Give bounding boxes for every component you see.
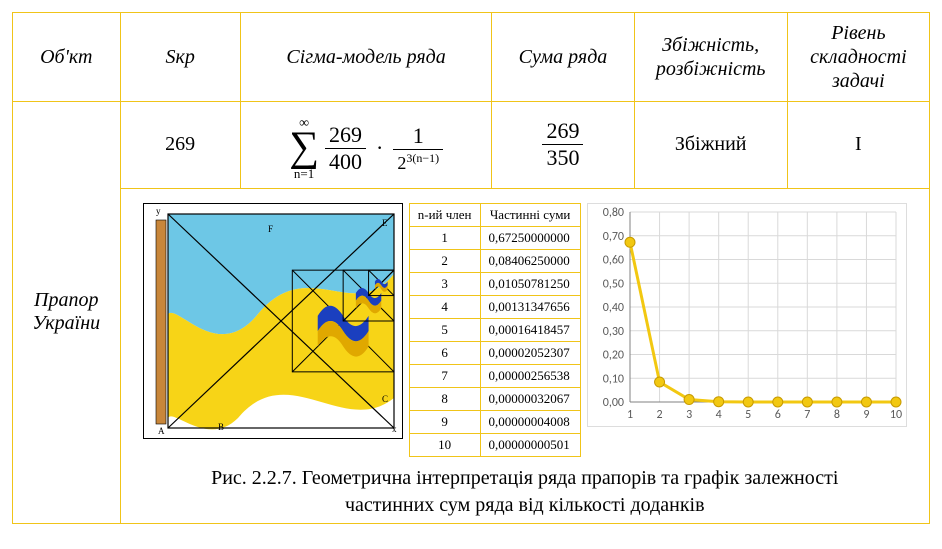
svg-text:5: 5 [745,408,751,422]
svg-text:4: 4 [715,408,721,422]
svg-text:8: 8 [834,408,840,422]
main-table: Об'кт Sкр Сігма-модель ряда Сума ряда Зб… [12,12,930,524]
sums-row: 10,67250000000 [409,226,580,249]
svg-text:9: 9 [863,408,869,422]
th-object: Об'кт [13,13,121,102]
cell-level: I [787,102,929,189]
sums-th-n: n-ий член [409,203,480,226]
svg-text:0,50: 0,50 [603,277,624,291]
svg-text:F: F [268,224,273,234]
cell-skr: 269 [120,102,240,189]
svg-text:0,40: 0,40 [603,301,624,315]
figure-caption: Рис. 2.2.7. Геометрична інтерпретація ря… [129,457,922,519]
svg-text:0,70: 0,70 [603,229,624,243]
svg-text:E: E [382,218,388,228]
th-sum: Сума ряда [492,13,634,102]
svg-text:6: 6 [774,408,780,422]
th-skr: Sкр [120,13,240,102]
svg-text:3: 3 [686,408,692,422]
svg-text:B: B [218,422,224,432]
svg-text:0,80: 0,80 [603,206,624,220]
svg-text:0,20: 0,20 [603,348,624,362]
svg-text:7: 7 [804,408,810,422]
cell-conv: Збіжний [634,102,787,189]
cell-panels: y x A B C E F n-ий член Частинні суми 10,67250… [120,188,930,523]
cell-sum: 269 350 [492,102,634,189]
sums-row: 20,08406250000 [409,249,580,272]
sums-row: 50,00016418457 [409,318,580,341]
th-conv: Збіжність, розбіжність [634,13,787,102]
svg-text:0,00: 0,00 [603,396,624,410]
partial-sums-chart: 0,00 0,10 0,20 0,30 0,40 0,50 0,60 0,70 0,80 1 2 3 4… [587,203,907,427]
th-level: Рівень складності задачі [787,13,929,102]
cell-object: Прапор України [13,102,121,524]
sums-row: 70,00000256538 [409,364,580,387]
th-sigma: Сігма-модель ряда [240,13,492,102]
svg-text:0,60: 0,60 [603,253,624,267]
svg-text:10: 10 [890,408,902,422]
flag-diagram: y x A B C E F [143,203,403,439]
sigma-frac2: 1 23(n−1) [393,125,443,172]
mult-dot: · [372,135,387,161]
sums-row: 90,00000004008 [409,410,580,433]
svg-text:0,10: 0,10 [603,372,624,386]
svg-text:y: y [156,206,161,216]
svg-text:C: C [382,394,388,404]
svg-text:0,30: 0,30 [603,324,624,338]
svg-text:x: x [392,424,397,434]
sigma-symbol: ∞ ∑ n=1 [289,117,319,180]
svg-text:1: 1 [627,408,633,422]
svg-text:A: A [158,426,165,436]
sums-row: 30,01050781250 [409,272,580,295]
svg-text:2: 2 [656,408,662,422]
sums-row: 40,00131347656 [409,295,580,318]
sums-row: 80,00000032067 [409,387,580,410]
partial-sums-table: n-ий член Частинні суми 10,6725000000020… [409,203,581,457]
sums-row: 100,00000000501 [409,433,580,456]
sigma-frac1: 269 400 [325,124,366,173]
sums-th-val: Частинні суми [480,203,580,226]
cell-sigma: ∞ ∑ n=1 269 400 · 1 23(n−1) [240,102,492,189]
sums-row: 60,00002052307 [409,341,580,364]
